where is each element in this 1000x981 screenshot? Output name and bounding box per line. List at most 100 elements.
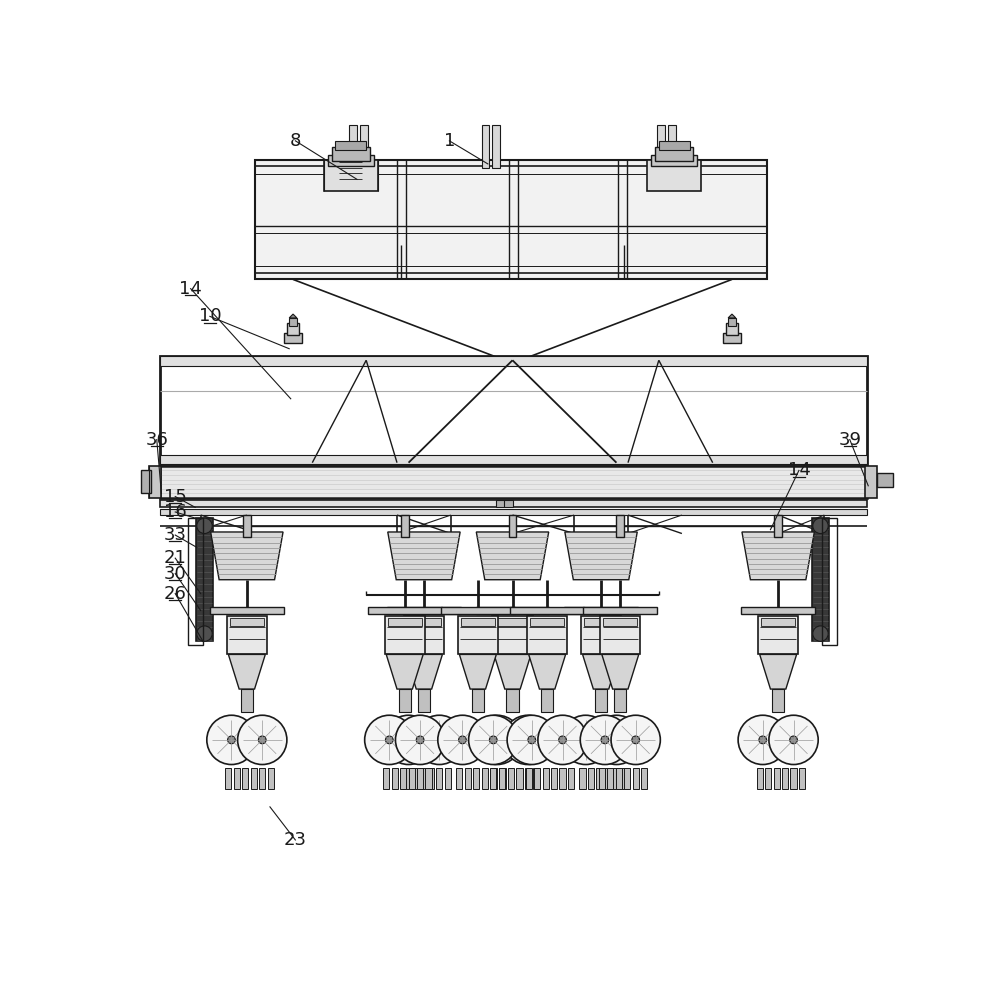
Circle shape	[507, 715, 556, 764]
Bar	[526, 767, 532, 789]
Bar	[564, 606, 638, 614]
Bar	[543, 767, 549, 789]
Bar	[492, 616, 533, 654]
Bar	[533, 767, 539, 789]
Circle shape	[207, 715, 256, 764]
Bar	[335, 141, 366, 150]
Bar	[251, 767, 257, 789]
Circle shape	[632, 736, 640, 744]
Bar	[490, 767, 496, 789]
Bar	[141, 470, 151, 493]
Bar	[160, 356, 867, 464]
Text: 14: 14	[179, 280, 202, 297]
Bar	[506, 689, 519, 712]
Bar	[196, 518, 213, 642]
Bar	[657, 126, 665, 168]
Bar	[324, 160, 378, 191]
Circle shape	[524, 736, 532, 744]
Bar	[402, 767, 409, 789]
Bar	[613, 767, 620, 789]
Bar	[441, 606, 515, 614]
Bar	[765, 767, 771, 789]
Bar	[584, 618, 618, 626]
Bar	[774, 767, 780, 789]
Bar	[241, 689, 253, 712]
Circle shape	[790, 736, 797, 744]
Bar	[392, 767, 398, 789]
Bar	[458, 616, 498, 654]
Bar	[404, 616, 444, 654]
Bar	[516, 767, 523, 789]
Bar	[332, 147, 370, 161]
Bar	[527, 616, 567, 654]
Bar	[417, 767, 423, 789]
Bar	[761, 618, 795, 626]
Bar	[622, 767, 628, 789]
Polygon shape	[529, 654, 566, 689]
Circle shape	[493, 736, 501, 744]
Circle shape	[258, 736, 266, 744]
Bar	[436, 767, 442, 789]
Bar	[541, 689, 553, 712]
Bar	[534, 767, 540, 789]
Bar	[596, 767, 603, 789]
Polygon shape	[386, 654, 423, 689]
Circle shape	[472, 715, 522, 764]
Bar	[188, 518, 203, 645]
Text: 15: 15	[164, 488, 187, 505]
Bar	[491, 767, 497, 789]
Bar	[160, 466, 867, 498]
Bar	[287, 324, 299, 335]
Circle shape	[769, 715, 818, 764]
Circle shape	[738, 715, 787, 764]
Bar	[822, 518, 837, 645]
Bar	[465, 767, 471, 789]
Bar	[508, 767, 514, 789]
Circle shape	[528, 736, 536, 744]
Circle shape	[611, 715, 660, 764]
Bar	[255, 160, 767, 280]
Polygon shape	[476, 532, 549, 580]
Circle shape	[503, 715, 553, 764]
Polygon shape	[602, 654, 639, 689]
Bar	[482, 767, 488, 789]
Bar	[655, 147, 693, 161]
Bar	[149, 466, 161, 498]
Bar	[568, 767, 574, 789]
Bar	[445, 767, 451, 789]
Circle shape	[601, 736, 609, 744]
Bar	[790, 767, 797, 789]
Bar	[633, 767, 639, 789]
Circle shape	[238, 715, 287, 764]
Bar	[624, 767, 630, 789]
Bar	[877, 474, 893, 488]
Bar	[647, 160, 701, 191]
Circle shape	[813, 626, 828, 642]
Bar	[160, 499, 867, 507]
Polygon shape	[405, 654, 442, 689]
Polygon shape	[583, 654, 620, 689]
Circle shape	[459, 736, 466, 744]
Bar	[400, 767, 406, 789]
Bar	[461, 618, 495, 626]
Bar	[419, 767, 425, 789]
Bar	[641, 767, 647, 789]
Circle shape	[405, 736, 412, 744]
Circle shape	[365, 715, 414, 764]
Bar	[595, 689, 607, 712]
Polygon shape	[728, 314, 736, 318]
Polygon shape	[388, 532, 460, 580]
Bar	[368, 606, 442, 614]
Bar	[328, 155, 374, 166]
Bar	[499, 767, 506, 789]
Bar	[227, 616, 267, 654]
Bar	[600, 616, 640, 654]
Bar	[603, 618, 637, 626]
Bar	[758, 616, 798, 654]
Circle shape	[436, 736, 443, 744]
Bar	[259, 767, 265, 789]
Circle shape	[385, 736, 393, 744]
Circle shape	[438, 715, 487, 764]
Bar	[418, 689, 430, 712]
Bar	[499, 767, 505, 789]
